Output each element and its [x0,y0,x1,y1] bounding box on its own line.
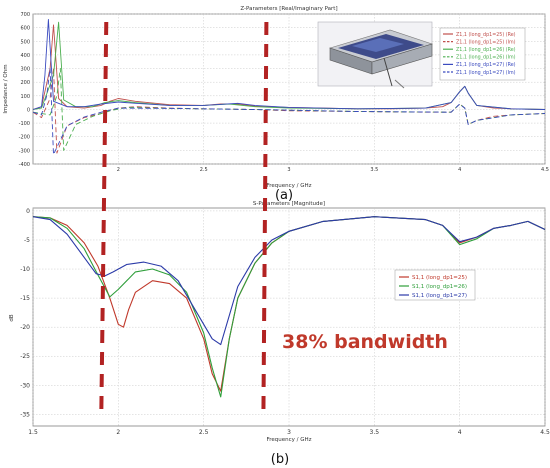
x-tick-label: 3.5 [370,429,380,436]
legend-label: S1,1 (long_dp1=27) [412,293,467,299]
y-tick-label: 300 [20,67,30,73]
legend-label: Z1,1 (long_dp1=25) (Im) [456,39,516,45]
z-chart-title: Z-Parameters [Real/Imaginary Part] [240,6,337,12]
antenna-model-illustration [317,21,433,89]
x-tick-label: 4 [458,167,461,173]
x-tick-label: 2.5 [200,167,208,173]
z-series [32,19,546,155]
bandwidth-annotation: 38% bandwidth [282,331,448,353]
caption-a: (a) [275,188,293,203]
s-parameters-chart: S-Parameters [Magnitude] Frequency / GHz… [9,201,550,467]
y-tick-label: -25 [20,353,30,360]
s-legend: S1,1 (long_dp1=25) S1,1 (long_dp1=26) S1,1… [394,269,476,301]
series-line-6 [32,68,546,155]
legend-label: S1,1 (long_dp1=26) [412,284,467,290]
x-tick-label: 4.5 [540,429,550,436]
x-tick-label: 1.5 [28,429,38,436]
series-line-2 [32,216,546,398]
z-ticks: 2 2.5 3 3.5 4 4.5 700 600 500 400 300 200 100 0 -100 -2… [19,12,549,173]
z-ylabel: Impedance / Ohm [3,64,9,113]
s-ticks: 1.5 2 2.5 3 3.5 4 4.5 0 -5 -10 -15 -20 -25 -30 -35 [20,208,550,436]
x-tick-label: 2.5 [199,429,209,436]
y-tick-label: -300 [19,148,30,154]
x-tick-label: 3 [287,167,290,173]
x-tick-label: 3.5 [370,167,378,173]
y-tick-label: -100 [19,121,30,127]
y-tick-label: -200 [19,135,30,141]
series-line-5 [32,19,546,110]
legend-label: Z1,1 (long_dp1=27) (Im) [456,70,516,76]
y-tick-label: 0 [26,208,30,215]
y-tick-label: -400 [19,162,30,168]
legend-label: Z1,1 (long_dp1=25) (Re) [456,32,516,38]
legend-label: Z1,1 (long_dp1=26) (Im) [456,55,516,61]
z-xlabel: Frequency / GHz [266,183,311,189]
x-tick-label: 4 [458,429,462,436]
z-legend: Z1,1 (long_dp1=25) (Re)Z1,1 (long_dp1=25… [439,27,526,81]
z-parameters-chart: Z-Parameters [Real/Imaginary Part] Frequ… [3,6,549,203]
caption-b: (b) [271,452,289,467]
y-tick-label: -5 [24,237,30,244]
series-line-1 [32,216,546,392]
series-line-4 [32,68,546,151]
x-tick-label: 4.5 [541,167,549,173]
y-tick-label: -20 [20,324,30,331]
y-tick-label: 400 [20,53,30,59]
x-tick-label: 3 [287,429,291,436]
y-tick-label: -35 [20,411,30,418]
legend-label: S1,1 (long_dp1=25) [412,275,467,281]
y-tick-label: 0 [27,107,30,113]
x-tick-label: 2 [116,429,120,436]
x-tick-label: 2 [117,167,120,173]
y-tick-label: 200 [20,80,30,86]
s-ylabel: dB [9,314,15,321]
legend-label: Z1,1 (long_dp1=26) (Re) [456,47,516,53]
s-chart-title: S-Parameters [Magnitude] [253,201,325,207]
y-tick-label: -10 [20,266,30,273]
y-tick-label: 600 [20,26,30,32]
y-tick-label: -15 [20,295,30,302]
legend-label: Z1,1 (long_dp1=27) (Re) [456,62,516,68]
y-tick-label: -30 [20,382,30,389]
y-tick-label: 500 [20,39,30,45]
y-tick-label: 100 [20,94,30,100]
s-xlabel: Frequency / GHz [266,437,311,443]
y-tick-label: 700 [20,12,30,18]
